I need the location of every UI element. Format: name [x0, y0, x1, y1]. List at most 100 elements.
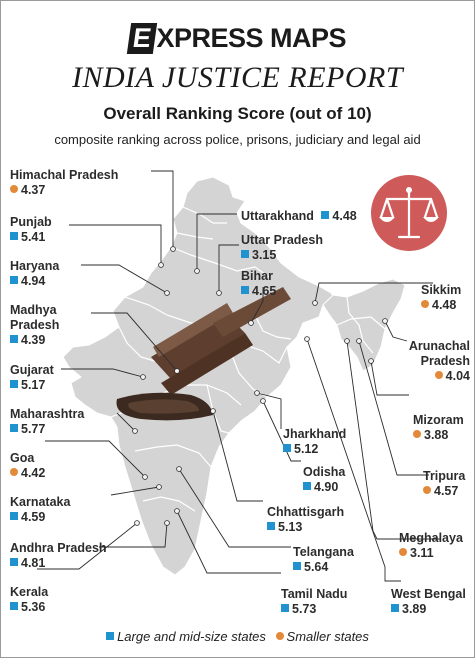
large-state-marker [10, 512, 18, 520]
state-name: Andhra Pradesh [10, 541, 107, 555]
label-kerala: Kerala 5.36 [10, 585, 48, 615]
state-score: 5.12 [294, 442, 319, 456]
map-subtitle: Overall Ranking Score (out of 10) [103, 104, 372, 123]
large-state-marker [267, 522, 275, 530]
state-score: 4.39 [21, 333, 46, 347]
label-arunachal-pradesh: Arunachal Pradesh 4.04 [404, 339, 470, 384]
large-state-marker [241, 286, 249, 294]
state-name: Maharashtra [10, 407, 85, 421]
india-map-area [1, 151, 474, 621]
state-name: Goa [10, 451, 35, 465]
leader-lines [37, 170, 441, 582]
large-state-marker [303, 482, 311, 490]
smaller-state-marker [413, 430, 421, 438]
label-himachal-pradesh: Himachal Pradesh 4.37 [10, 168, 118, 198]
state-name: Mizoram [413, 413, 464, 427]
state-score: 4.65 [252, 284, 277, 298]
label-chhattisgarh: Chhattisgarh 5.13 [267, 505, 344, 535]
label-tripura: Tripura 4.57 [423, 469, 465, 499]
legend-smaller-label: Smaller states [286, 629, 369, 644]
state-score: 4.90 [314, 480, 339, 494]
large-state-marker [10, 424, 18, 432]
label-meghalaya: Meghalaya 3.11 [399, 531, 463, 561]
large-state-marker [241, 250, 249, 258]
smaller-state-marker [434, 371, 443, 379]
state-score: 4.59 [21, 510, 46, 524]
large-state-marker [283, 444, 291, 452]
state-name: Bihar [241, 269, 273, 283]
state-score: 3.15 [252, 248, 277, 262]
label-west-bengal: West Bengal 3.89 [391, 587, 466, 617]
state-score: 4.37 [21, 183, 46, 197]
label-telangana: Telangana 5.64 [293, 545, 354, 575]
state-name: Jharkhand [283, 427, 347, 441]
smaller-state-marker [421, 300, 429, 308]
label-mizoram: Mizoram 3.88 [413, 413, 464, 443]
state-name: Uttarakhand [241, 209, 314, 223]
scales-of-justice-icon [371, 175, 447, 251]
state-score: 4.94 [21, 274, 46, 288]
state-score: 4.04 [445, 369, 470, 383]
state-score: 4.57 [434, 484, 459, 498]
state-score: 5.13 [278, 520, 303, 534]
state-score: 3.89 [402, 602, 427, 616]
map-legend: Large and mid-size states Smaller states [1, 629, 474, 644]
large-state-marker [10, 232, 18, 240]
smaller-state-marker [399, 548, 407, 556]
state-name: Arunachal Pradesh [408, 339, 470, 368]
india-map-svg [37, 170, 447, 582]
smaller-state-marker [423, 486, 431, 494]
large-state-marker [10, 380, 18, 388]
label-jharkhand: Jharkhand 5.12 [283, 427, 346, 457]
label-punjab: Punjab 5.41 [10, 215, 52, 245]
label-uttarakhand: Uttarakhand 4.48 [241, 209, 357, 224]
report-title: INDIA JUSTICE REPORT [71, 61, 404, 94]
large-state-marker [281, 604, 289, 612]
smaller-state-marker [10, 468, 18, 476]
state-score: 4.42 [21, 466, 46, 480]
legend-smaller-states: Smaller states [275, 629, 369, 644]
large-state-marker [10, 276, 18, 284]
brand-logo-text: XPRESS MAPS [156, 23, 347, 53]
state-name: West Bengal [391, 587, 466, 601]
large-state-marker [10, 335, 18, 343]
state-score: 5.17 [21, 378, 46, 392]
state-score: 4.81 [21, 556, 46, 570]
state-score: 3.11 [410, 546, 434, 560]
state-name: Punjab [10, 215, 52, 229]
state-score: 4.48 [432, 298, 457, 312]
smaller-state-marker [275, 632, 284, 640]
label-goa: Goa 4.42 [10, 451, 45, 481]
label-bihar: Bihar 4.65 [241, 269, 276, 299]
brand-logo-prefix: E [126, 23, 157, 54]
large-state-marker [293, 562, 301, 570]
state-name: Uttar Pradesh [241, 233, 323, 247]
label-andhra-pradesh: Andhra Pradesh 4.81 [10, 541, 107, 571]
state-score: 5.64 [304, 560, 329, 574]
large-state-marker [321, 211, 330, 219]
state-name: Haryana [10, 259, 60, 273]
state-name: Gujarat [10, 363, 54, 377]
large-state-marker [106, 632, 115, 640]
state-score: 3.88 [424, 428, 449, 442]
state-score: 5.41 [21, 230, 46, 244]
label-madhya-pradesh: Madhya Pradesh 4.39 [10, 303, 70, 348]
state-name: Karnataka [10, 495, 71, 509]
legend-large-label: Large and mid-size states [117, 629, 266, 644]
state-score: 5.77 [21, 422, 46, 436]
label-odisha: Odisha 4.90 [303, 465, 345, 495]
state-name: Meghalaya [399, 531, 463, 545]
state-score: 5.73 [292, 602, 317, 616]
label-gujarat: Gujarat 5.17 [10, 363, 54, 393]
smaller-state-marker [10, 185, 18, 193]
state-name: Kerala [10, 585, 49, 599]
large-state-marker [391, 604, 399, 612]
label-uttar-pradesh: Uttar Pradesh 3.15 [241, 233, 323, 263]
state-score: 4.48 [332, 209, 357, 223]
legend-large-states: Large and mid-size states [106, 629, 266, 644]
large-state-marker [10, 602, 18, 610]
label-maharashtra: Maharashtra 5.77 [10, 407, 84, 437]
state-name: Telangana [293, 545, 354, 559]
label-haryana: Haryana 4.94 [10, 259, 59, 289]
location-dots [132, 246, 388, 526]
